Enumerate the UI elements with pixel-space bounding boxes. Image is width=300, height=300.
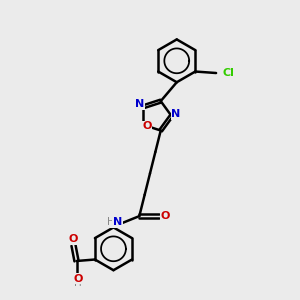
- Text: N: N: [113, 217, 122, 227]
- Text: H: H: [106, 217, 114, 227]
- Text: O: O: [68, 234, 78, 244]
- Text: O: O: [73, 274, 82, 284]
- Text: O: O: [160, 211, 170, 220]
- Text: N: N: [171, 109, 181, 119]
- Text: H: H: [74, 278, 82, 288]
- Text: N: N: [135, 99, 145, 110]
- Text: Cl: Cl: [222, 68, 234, 78]
- Text: O: O: [142, 122, 152, 131]
